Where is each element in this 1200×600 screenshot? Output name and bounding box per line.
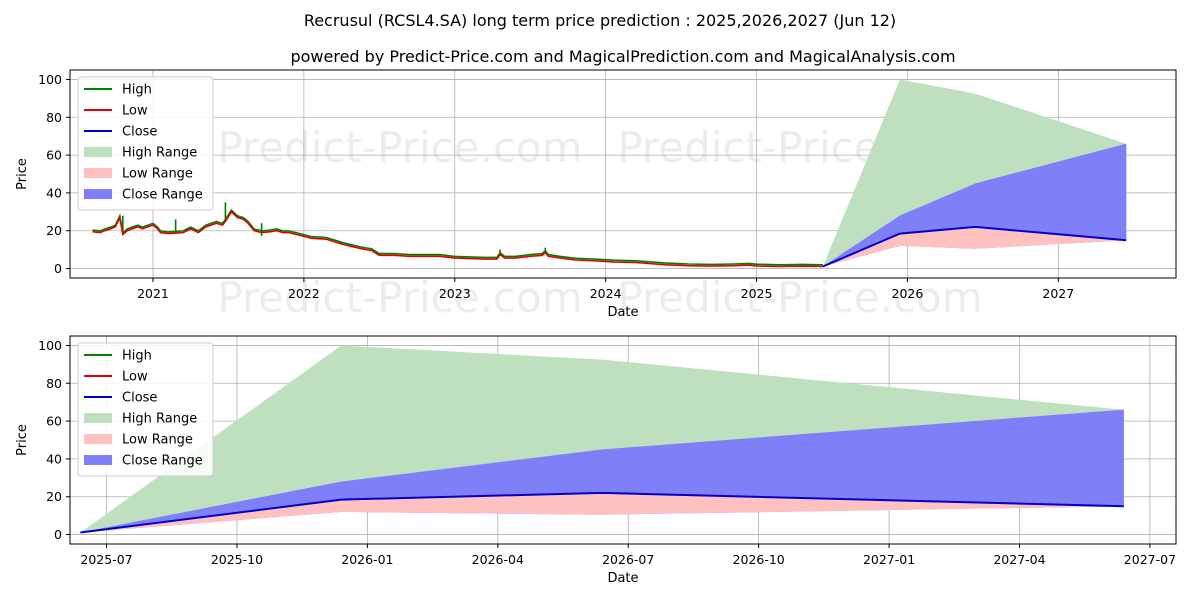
legend-label: High [122,349,152,364]
close-series-line [822,225,1127,268]
legend-label: Low Range [122,167,193,182]
x-tick-label: 2025-07 [80,552,132,567]
legend-label: High Range [122,146,197,161]
y-tick-label: 80 [46,110,62,125]
y-tick-label: 0 [54,527,62,542]
x-tick-label: 2025 [741,286,773,301]
legend-label: Low [122,370,148,385]
plot-frame [69,335,1177,545]
x-tick-label: 2022 [288,286,320,301]
legend-label: High [122,83,152,98]
zoomed-forecast-chart: Predict-Price.comPredict-Price.com2025-0… [15,335,1177,586]
x-tick-label: 2027-04 [993,552,1045,567]
watermark-text: Predict-Price.com [217,273,582,322]
plot-frame [69,69,1177,279]
legend-label: Close [122,125,157,140]
close-range-upper-area [80,409,1124,533]
y-tick-label: 60 [46,414,62,429]
legend-swatch [84,189,112,199]
y-tick-label: 20 [46,223,62,238]
x-tick-label: 2026-01 [341,552,393,567]
long-term-chart: Predict-Price.com Predict-Price.com Predic… [15,69,1177,322]
legend-swatch [84,168,112,178]
x-tick-label: 2027-07 [1124,552,1176,567]
high-range-area [822,79,1127,267]
x-tick-label: 2026 [892,286,924,301]
legend-swatch [84,413,112,423]
legend-swatch [84,434,112,444]
x-tick-label: 2026-07 [602,552,654,567]
y-axis-label: Price [15,158,30,190]
x-tick-label: 2027-01 [863,552,915,567]
close-range-upper-area [822,143,1127,267]
high-series-line [92,208,823,266]
x-tick-label: 2025-10 [211,552,263,567]
x-axis-label: Date [607,305,638,320]
y-tick-label: 40 [46,185,62,200]
y-tick-label: 100 [38,72,62,87]
x-tick-label: 2021 [137,286,169,301]
legend-label: Close [122,391,157,406]
x-tick-label: 2027 [1042,286,1074,301]
chart-subtitle: powered by Predict-Price.com and Magical… [290,47,955,66]
y-tick-label: 60 [46,148,62,163]
x-tick-label: 2023 [439,286,471,301]
legend-swatch [84,147,112,157]
low-range-area [80,492,1124,533]
legend-swatch [84,455,112,465]
y-tick-label: 0 [54,261,62,276]
close-series-line [80,491,1124,534]
y-tick-label: 80 [46,376,62,391]
x-tick-label: 2026-04 [472,552,524,567]
y-tick-label: 100 [38,338,62,353]
legend-label: High Range [122,412,197,427]
y-tick-label: 20 [46,489,62,504]
y-axis-label: Price [15,424,30,456]
high-range-area [80,345,1124,533]
chart-title: Recrusul (RCSL4.SA) long term price pred… [304,11,896,30]
watermark-text: Predict-Price.com [617,273,982,322]
x-tick-label: 2024 [590,286,622,301]
y-tick-label: 40 [46,451,62,466]
x-axis-label: Date [607,571,638,586]
legend-label: Close Range [122,454,203,469]
watermark-text: Predict-Price.com [217,123,582,172]
low-series-line [92,210,823,268]
low-range-area [822,226,1127,267]
x-tick-label: 2026-10 [733,552,785,567]
legend-label: Close Range [122,188,203,203]
legend-label: Low [122,104,148,119]
legend-label: Low Range [122,433,193,448]
